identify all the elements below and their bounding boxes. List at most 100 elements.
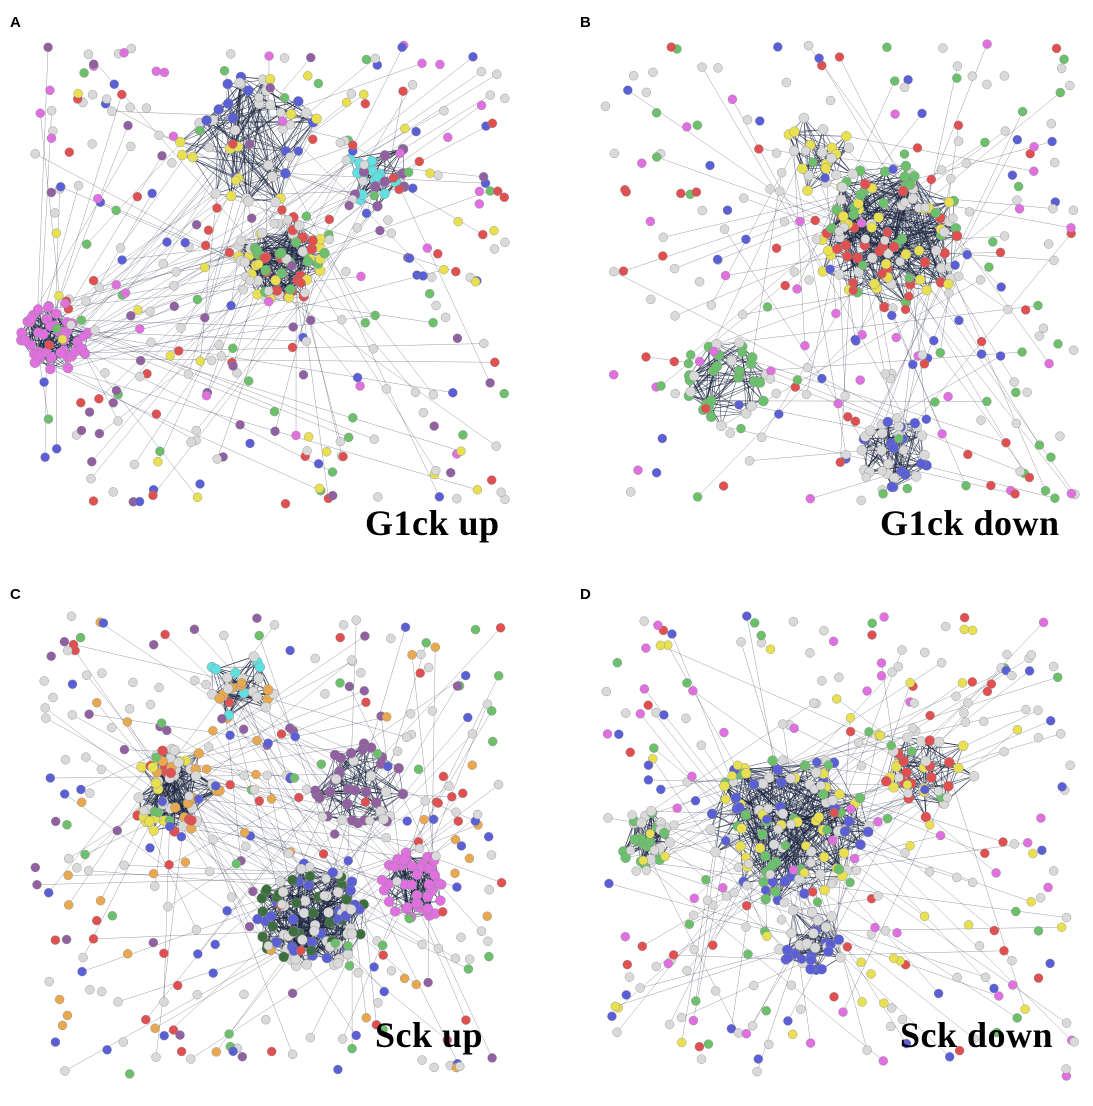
network-node xyxy=(160,1031,169,1040)
network-node xyxy=(473,810,482,819)
network-node xyxy=(451,835,460,844)
network-node xyxy=(879,302,889,312)
network-node xyxy=(322,447,331,456)
network-node xyxy=(215,694,225,704)
network-node xyxy=(136,356,145,365)
network-node xyxy=(1008,171,1017,180)
network-node xyxy=(980,138,989,147)
network-node xyxy=(401,623,410,632)
network-node xyxy=(85,710,94,719)
network-node xyxy=(289,323,298,332)
network-node xyxy=(486,91,495,100)
network-edge xyxy=(196,174,402,431)
network-node xyxy=(92,698,101,707)
network-node xyxy=(157,719,166,728)
network-node xyxy=(490,226,499,235)
network-node xyxy=(31,863,40,872)
network-node xyxy=(379,951,388,960)
network-node xyxy=(30,358,40,368)
network-node xyxy=(835,227,844,236)
network-node xyxy=(336,138,345,147)
network-node xyxy=(315,793,325,803)
network-node xyxy=(209,969,218,978)
network-node xyxy=(755,378,765,388)
network-node xyxy=(461,671,470,680)
network-node xyxy=(280,93,289,102)
network-node xyxy=(422,638,431,647)
network-node xyxy=(114,997,123,1006)
network-node xyxy=(223,79,233,89)
network-node xyxy=(948,214,957,223)
network-node xyxy=(1023,388,1032,397)
network-node xyxy=(88,90,97,99)
network-node xyxy=(1067,489,1076,498)
network-node xyxy=(149,826,159,836)
network-node xyxy=(424,880,434,890)
network-node xyxy=(441,313,450,322)
network-node xyxy=(380,189,390,199)
network-node xyxy=(439,772,448,781)
network-edge xyxy=(709,253,966,347)
network-node xyxy=(464,965,473,974)
network-node xyxy=(45,364,55,374)
network-node xyxy=(177,324,186,333)
network-node xyxy=(996,352,1005,361)
network-node xyxy=(623,86,632,95)
network-node xyxy=(453,334,462,343)
network-node xyxy=(719,482,728,491)
network-node xyxy=(763,302,772,311)
network-node xyxy=(286,120,295,129)
network-node xyxy=(311,654,320,663)
network-node xyxy=(64,900,73,909)
network-node xyxy=(684,359,693,368)
network-node xyxy=(350,785,360,795)
network-node xyxy=(288,1050,297,1059)
network-node xyxy=(382,712,391,721)
network-node xyxy=(728,95,737,104)
network-node xyxy=(158,151,167,160)
network-node xyxy=(26,314,36,324)
network-node xyxy=(166,351,175,360)
network-node xyxy=(153,457,162,466)
network-node xyxy=(305,862,314,871)
network-node xyxy=(63,820,72,829)
network-node xyxy=(497,488,506,497)
network-node xyxy=(492,70,501,79)
network-node xyxy=(241,842,250,851)
network-edge xyxy=(50,95,122,326)
network-node xyxy=(135,372,144,381)
network-edge xyxy=(38,58,375,332)
network-node xyxy=(152,410,161,419)
network-node xyxy=(382,833,391,842)
network-node xyxy=(325,787,335,797)
network-node xyxy=(141,1015,150,1024)
network-node xyxy=(922,415,931,424)
network-node xyxy=(63,363,73,373)
network-node xyxy=(99,619,108,628)
network-node xyxy=(347,929,357,939)
network-node xyxy=(468,761,477,770)
network-node xyxy=(81,850,90,859)
network-node xyxy=(54,291,63,300)
network-node xyxy=(193,950,202,959)
network-node xyxy=(250,785,259,794)
network-edge xyxy=(752,173,781,358)
network-edge xyxy=(40,358,495,362)
network-edge xyxy=(209,747,402,866)
network-node xyxy=(977,416,986,425)
network-node xyxy=(60,790,69,799)
network-node xyxy=(272,286,282,296)
network-node xyxy=(931,246,941,256)
network-node xyxy=(383,216,392,225)
network-node xyxy=(339,452,348,461)
network-node xyxy=(954,121,963,130)
network-node xyxy=(245,922,254,931)
network-node xyxy=(856,190,866,200)
network-node xyxy=(300,896,310,906)
network-node xyxy=(431,643,440,652)
network-node xyxy=(257,893,267,903)
network-node xyxy=(944,392,953,401)
network-node xyxy=(927,175,936,184)
network-node xyxy=(151,778,161,788)
network-node xyxy=(320,891,329,900)
